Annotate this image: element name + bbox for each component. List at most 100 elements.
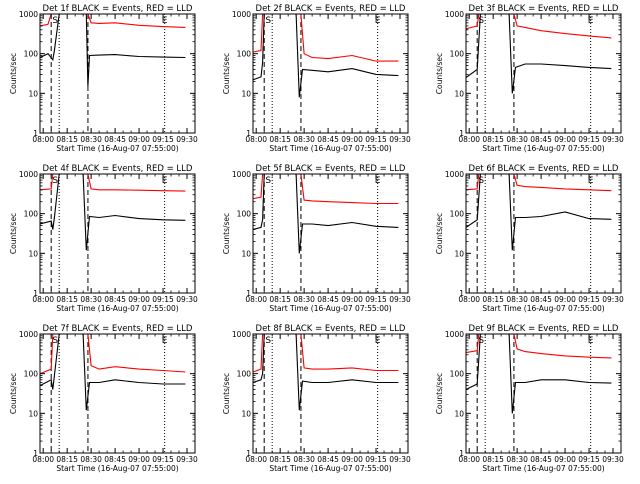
- x-axis-label: Start Time (16-Aug-07 07:55:00): [482, 464, 604, 473]
- x-tick-label: 08:00: [32, 295, 54, 304]
- x-tick-label: 08:15: [56, 135, 78, 144]
- x-tick-label: 09:00: [554, 455, 576, 464]
- lld-series-line: [466, 14, 612, 39]
- x-tick-label: 09:30: [176, 455, 198, 464]
- x-tick-label: 09:15: [152, 295, 174, 304]
- detector-panel-6: Det 6f BLACK = Events, RED = LLD S E 1 10 100…: [435, 164, 624, 313]
- x-tick-label: 09:30: [176, 135, 198, 144]
- x-tick-label: 08:30: [80, 135, 102, 144]
- x-axis-label: Start Time (16-Aug-07 07:55:00): [482, 144, 604, 153]
- y-tick-label: 10: [241, 409, 251, 418]
- x-tick-label: 08:45: [317, 455, 339, 464]
- y-tick-label: 10: [241, 249, 251, 258]
- x-tick-label: 09:15: [578, 135, 600, 144]
- y-tick-label: 1000: [445, 10, 464, 19]
- y-tick-label: 1: [33, 449, 38, 458]
- x-tick-label: 09:00: [554, 295, 576, 304]
- y-tick-label: 1000: [232, 170, 251, 179]
- y-tick-label: 100: [237, 210, 252, 219]
- y-tick-label: 1000: [445, 330, 464, 339]
- x-tick-label: 08:45: [104, 455, 126, 464]
- x-tick-label: 09:00: [128, 135, 150, 144]
- x-tick-label: 09:15: [578, 455, 600, 464]
- marker-e-label: E: [588, 176, 594, 186]
- events-series-line: [253, 174, 399, 254]
- y-tick-label: 10: [454, 249, 464, 258]
- panel-title: Det 1f BLACK = Events, RED = LLD: [43, 4, 193, 14]
- plot-frame: [39, 333, 196, 454]
- x-tick-label: 09:30: [602, 295, 624, 304]
- x-tick-label: 08:45: [530, 455, 552, 464]
- events-series-line: [466, 14, 612, 94]
- y-tick-label: 100: [450, 50, 465, 59]
- lld-series-line: [253, 14, 399, 62]
- x-tick-label: 09:00: [341, 295, 363, 304]
- y-tick-label: 1: [246, 129, 251, 138]
- x-tick-label: 08:30: [506, 455, 528, 464]
- y-tick-label: 1000: [19, 10, 38, 19]
- x-tick-label: 09:15: [152, 135, 174, 144]
- detector-panel-8: Det 8f BLACK = Events, RED = LLD S E 1 10 100…: [222, 324, 411, 473]
- events-series-line: [253, 14, 399, 98]
- y-axis-label: Counts/sec: [9, 213, 18, 254]
- detector-panel-9: Det 9f BLACK = Events, RED = LLD S E 1 10 100…: [435, 324, 624, 473]
- x-tick-label: 08:45: [317, 295, 339, 304]
- x-tick-label: 08:45: [317, 135, 339, 144]
- x-tick-label: 09:15: [578, 295, 600, 304]
- x-tick-label: 08:30: [506, 295, 528, 304]
- x-tick-label: 09:15: [365, 455, 387, 464]
- panel-title: Det 7f BLACK = Events, RED = LLD: [43, 324, 193, 334]
- y-tick-label: 1: [459, 449, 464, 458]
- panel-title: Det 6f BLACK = Events, RED = LLD: [469, 164, 619, 174]
- marker-e-label: E: [375, 16, 381, 26]
- x-axis-label: Start Time (16-Aug-07 07:55:00): [269, 144, 391, 153]
- plot-frame: [465, 173, 622, 294]
- lld-series-line: [466, 174, 612, 192]
- x-tick-label: 08:00: [458, 135, 480, 144]
- detector-panel-7: Det 7f BLACK = Events, RED = LLD S E 1 10 100…: [9, 324, 198, 473]
- y-axis-label: Counts/sec: [222, 213, 231, 254]
- x-tick-label: 08:15: [56, 295, 78, 304]
- panel-title: Det 4f BLACK = Events, RED = LLD: [43, 164, 193, 174]
- y-tick-label: 1000: [232, 10, 251, 19]
- y-axis-label: Counts/sec: [222, 53, 231, 94]
- y-tick-label: 1000: [232, 330, 251, 339]
- y-tick-label: 1000: [445, 170, 464, 179]
- panel-title: Det 3f BLACK = Events, RED = LLD: [469, 4, 619, 14]
- x-tick-label: 08:00: [32, 455, 54, 464]
- x-tick-label: 08:30: [80, 295, 102, 304]
- detector-panel-1: Det 1f BLACK = Events, RED = LLD S E 1 10 100…: [9, 4, 198, 153]
- x-tick-label: 09:30: [389, 455, 411, 464]
- y-tick-label: 100: [24, 50, 39, 59]
- detector-panel-5: Det 5f BLACK = Events, RED = LLD S E 1 10 100…: [222, 164, 411, 313]
- y-tick-label: 100: [450, 210, 465, 219]
- y-axis-label: Counts/sec: [222, 373, 231, 414]
- marker-e-label: E: [588, 336, 594, 346]
- x-tick-label: 09:30: [389, 295, 411, 304]
- panel-title: Det 2f BLACK = Events, RED = LLD: [256, 4, 406, 14]
- plot-frame: [39, 173, 196, 294]
- x-tick-label: 08:15: [56, 455, 78, 464]
- y-tick-label: 100: [450, 370, 465, 379]
- x-tick-label: 09:15: [152, 455, 174, 464]
- x-tick-label: 08:00: [32, 135, 54, 144]
- x-axis-label: Start Time (16-Aug-07 07:55:00): [56, 144, 178, 153]
- x-tick-label: 09:00: [128, 295, 150, 304]
- x-tick-label: 08:00: [458, 455, 480, 464]
- x-tick-label: 08:00: [245, 455, 267, 464]
- x-tick-label: 08:15: [269, 135, 291, 144]
- events-series-line: [40, 334, 186, 411]
- x-axis-label: Start Time (16-Aug-07 07:55:00): [56, 304, 178, 313]
- x-tick-label: 08:15: [269, 455, 291, 464]
- x-tick-label: 08:15: [269, 295, 291, 304]
- x-tick-label: 09:00: [128, 455, 150, 464]
- x-tick-label: 08:30: [293, 455, 315, 464]
- marker-e-label: E: [588, 16, 594, 26]
- x-tick-label: 08:30: [293, 295, 315, 304]
- x-tick-label: 09:30: [602, 455, 624, 464]
- y-tick-label: 10: [28, 89, 38, 98]
- x-tick-label: 08:15: [482, 135, 504, 144]
- events-series-line: [466, 174, 612, 251]
- x-tick-label: 08:15: [482, 295, 504, 304]
